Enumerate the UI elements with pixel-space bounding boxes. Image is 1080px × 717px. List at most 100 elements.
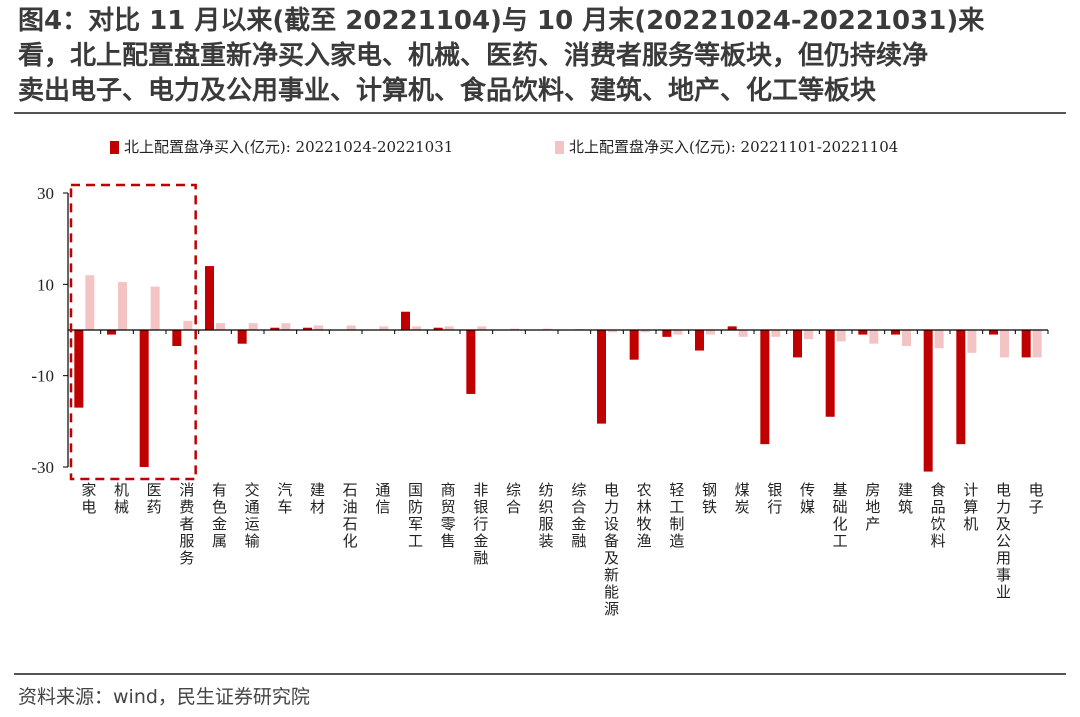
bar-series1 [858,330,868,335]
bar-series2 [902,330,911,346]
category-label: 食品饮料 [929,482,947,550]
top-divider [14,112,1066,114]
bar-series2 [444,326,454,330]
bar-series2 [1000,330,1009,358]
category-label: 综合金融 [569,482,587,550]
bar-series1 [629,330,639,360]
category-label: 房地产 [863,482,881,533]
category-label: 家电 [79,482,97,516]
bar-series2 [804,330,813,340]
bar-series2 [771,330,781,337]
bar-series1 [237,330,247,344]
category-label: 轻工制造 [667,482,685,550]
y-tick-label: -30 [31,458,54,477]
bar-series2 [379,326,389,330]
bar-series1 [401,311,410,330]
bar-series1 [74,330,84,408]
bar-series2 [314,325,323,330]
bar-series2 [346,325,356,330]
figure-title-line-2: 看，北上配置盘重新净买入家电、机械、医药、消费者服务等板块，但仍持续净 [18,41,929,71]
category-label: 电力及公用事业 [994,482,1012,601]
category-label: 基础化工 [831,482,849,550]
bar-series2 [150,286,160,330]
bar-series2 [673,330,683,335]
bar-series2 [640,330,650,333]
category-label: 煤炭 [733,482,751,516]
bar-series1 [466,330,476,394]
bar-series2 [118,282,127,330]
category-label: 银行 [765,482,783,516]
bar-series2 [85,275,95,330]
bar-series2 [216,323,225,330]
category-label: 汽车 [275,482,293,516]
category-label: 电力设备及新能源 [602,482,620,618]
source-note: 资料来源：wind，民生证券研究院 [18,686,310,708]
y-tick-label: 10 [37,275,54,294]
y-tick-label: -10 [31,367,54,386]
bar-series2 [477,326,487,330]
bar-series1 [139,330,149,467]
bar-series1 [891,330,900,335]
category-label: 有色金属 [210,482,228,550]
category-label: 计算机 [961,482,979,533]
category-label: 农林牧渔 [635,482,653,550]
figure-title-line-1: 图4：对比 11 月以来(截至 20221104)与 10 月末(2022102… [18,6,985,36]
category-label: 钢铁 [700,482,718,516]
bar-series1 [1021,330,1031,358]
bar-series2 [542,328,552,330]
bar-series2 [281,323,291,330]
bar-series1 [172,330,182,346]
bar-chart: -30 -10 10 30 家电 机械 医药 消费者服务 有色金属 交通运输 汽车 建材 石油石化 通信国… [31,138,1049,618]
category-label: 通信 [373,482,391,516]
bar-series2 [608,330,617,333]
bar-series2 [1032,330,1042,358]
category-label: 医药 [145,482,163,516]
bar-series1 [433,327,443,330]
bar-series2 [706,330,715,335]
bar-series1 [923,330,933,472]
category-label: 传媒 [798,482,816,516]
bar-series1 [270,327,280,330]
bar-series2 [869,330,879,344]
bar-series2 [934,330,944,349]
category-label: 建筑 [896,482,914,516]
bar-series2 [248,323,258,330]
bar-series2 [412,326,421,330]
legend-swatch [110,141,119,154]
figure-title-line-3: 卖出电子、电力及公用事业、计算机、食品饮料、建筑、地产、化工等板块 [18,76,877,106]
category-label: 机械 [112,482,130,516]
legend-label: 北上配置盘净买入(亿元): 20221101-20221104 [569,138,898,156]
y-tick-label: 30 [37,184,54,203]
bar-series2 [510,328,519,330]
highlight-box [69,183,197,481]
category-label: 商贸零售 [439,482,457,550]
bar-series1 [597,330,606,424]
bar-series1 [107,330,116,335]
legend-swatch [555,141,564,154]
bottom-divider [14,673,1066,675]
bar-series1 [989,330,998,335]
bar-series1 [825,330,835,417]
bar-series2 [836,330,846,342]
bar-series1 [760,330,770,445]
figure-title: 图4：对比 11 月以来(截至 20221104)与 10 月末(2022102… [18,4,1068,109]
bar-series1 [303,327,312,330]
legend-label: 北上配置盘净买入(亿元): 20221024-20221031 [124,138,453,156]
bar-series2 [183,320,193,330]
bar-series1 [956,330,966,445]
bar-series1 [793,330,802,358]
category-label: 非银行金融 [471,482,489,567]
bar-series1 [205,266,214,330]
category-label: 国防军工 [406,482,424,550]
bar-series2 [967,330,977,353]
category-label: 综合 [504,482,522,516]
category-label: 消费者服务 [177,482,195,567]
category-label: 建材 [308,482,326,516]
bar-series1 [662,330,672,337]
bar-series2 [738,330,748,337]
bar-series1 [727,326,737,330]
bar-series1 [695,330,704,351]
category-label: 纺织服装 [537,482,555,550]
category-label: 交通运输 [243,481,261,550]
category-label: 石油石化 [341,482,359,550]
